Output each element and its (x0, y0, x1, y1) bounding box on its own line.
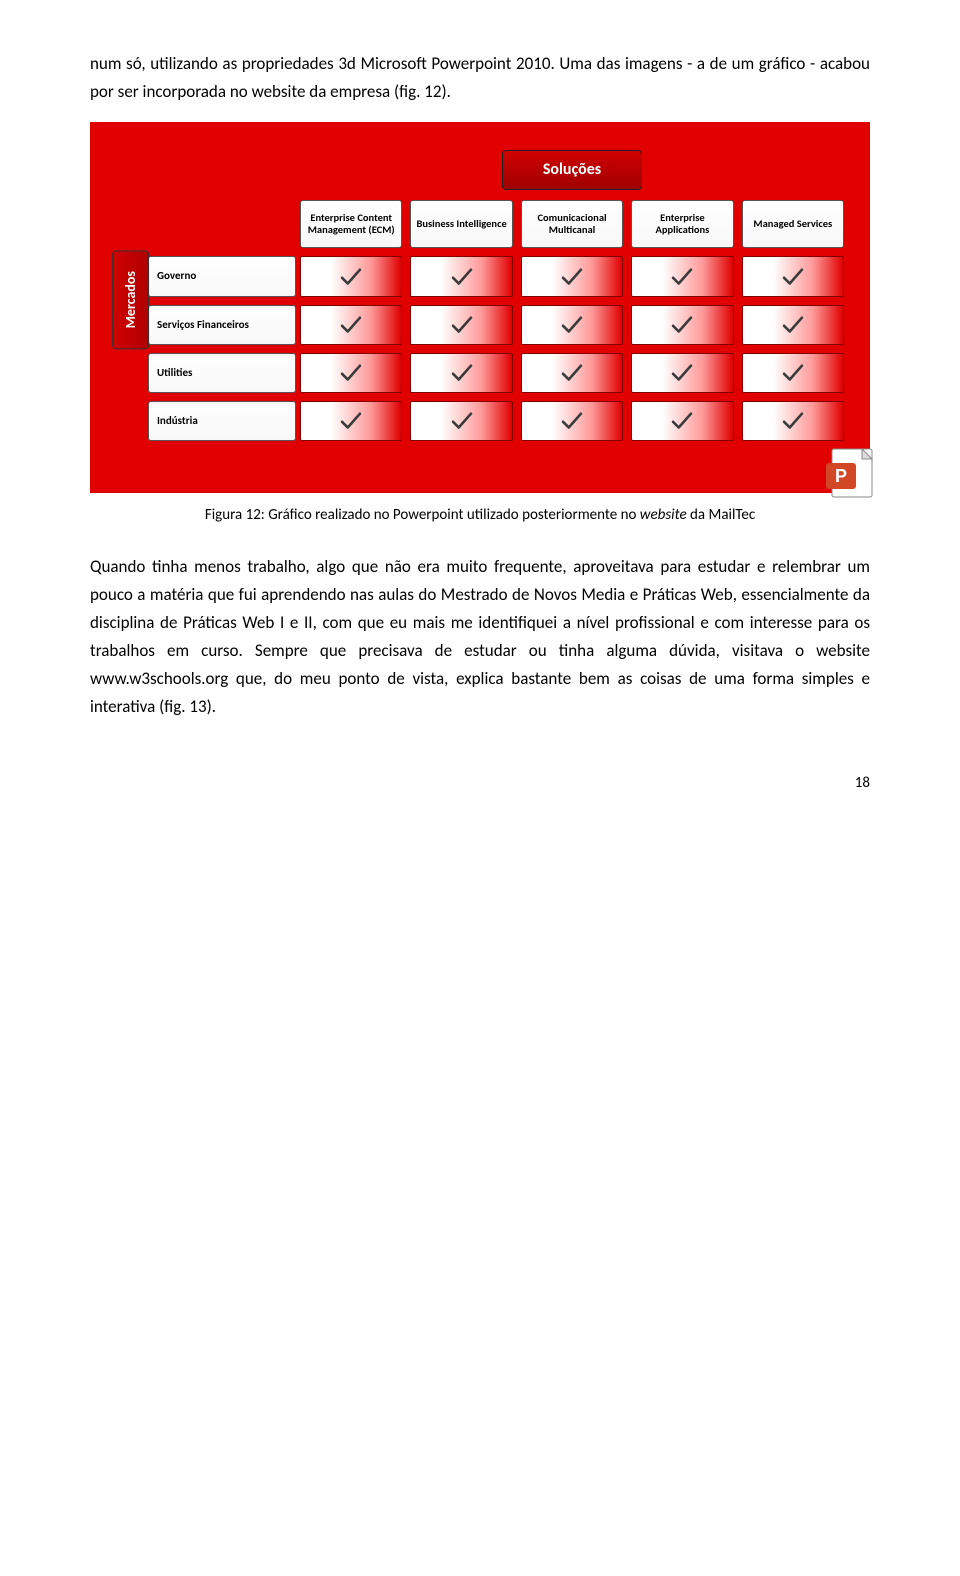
row-header: Indústria (148, 401, 296, 441)
matrix-cell (521, 305, 623, 345)
matrix-cell (300, 256, 402, 296)
column-header: Business Intelligence (410, 200, 512, 248)
matrix-cell (631, 256, 733, 296)
matrix-rows: Governo Serviços Financeiros Utilities Indú… (148, 256, 848, 441)
page-number: 18 (90, 771, 870, 796)
matrix-cell (521, 401, 623, 441)
svg-text:P: P (835, 466, 847, 486)
row-header: Serviços Financeiros (148, 305, 296, 345)
matrix-chart: Mercados Soluções Enterprise Content Man… (90, 122, 870, 493)
column-headers-row: Enterprise Content Management (ECM)Busin… (296, 200, 848, 248)
matrix-cell (300, 353, 402, 393)
matrix-cell (631, 353, 733, 393)
top-axis-label: Soluções (502, 150, 642, 190)
table-row: Governo (148, 256, 848, 296)
body-paragraph-1: Quando tinha menos trabalho, algo que nã… (90, 553, 870, 721)
caption-italic: website (640, 506, 687, 524)
matrix-cell (300, 401, 402, 441)
matrix-cell (410, 256, 512, 296)
matrix-cell (742, 353, 844, 393)
left-axis-label: Mercados (112, 250, 149, 349)
column-header: Enterprise Applications (631, 200, 733, 248)
caption-text-prefix: Figura 12: Gráfico realizado no Powerpoi… (205, 506, 640, 524)
row-header: Utilities (148, 353, 296, 393)
column-header: Comunicacional Multicanal (521, 200, 623, 248)
column-header: Managed Services (742, 200, 844, 248)
matrix-cell (410, 401, 512, 441)
column-header: Enterprise Content Management (ECM) (300, 200, 402, 248)
table-row: Indústria (148, 401, 848, 441)
row-header: Governo (148, 256, 296, 296)
matrix-cell (742, 256, 844, 296)
matrix-cell (521, 353, 623, 393)
table-row: Utilities (148, 353, 848, 393)
matrix-cell (410, 353, 512, 393)
intro-paragraph: num só, utilizando as propriedades 3d Mi… (90, 50, 870, 106)
matrix-cell (742, 401, 844, 441)
matrix-cell (742, 305, 844, 345)
caption-text-suffix: da MailTec (687, 506, 756, 524)
matrix-cell (410, 305, 512, 345)
figure-caption: Figura 12: Gráfico realizado no Powerpoi… (130, 505, 830, 527)
figure-12: Mercados Soluções Enterprise Content Man… (90, 122, 870, 493)
powerpoint-file-icon: P (822, 445, 878, 501)
matrix-cell (300, 305, 402, 345)
table-row: Serviços Financeiros (148, 305, 848, 345)
matrix-cell (631, 401, 733, 441)
matrix-cell (631, 305, 733, 345)
matrix-cell (521, 256, 623, 296)
